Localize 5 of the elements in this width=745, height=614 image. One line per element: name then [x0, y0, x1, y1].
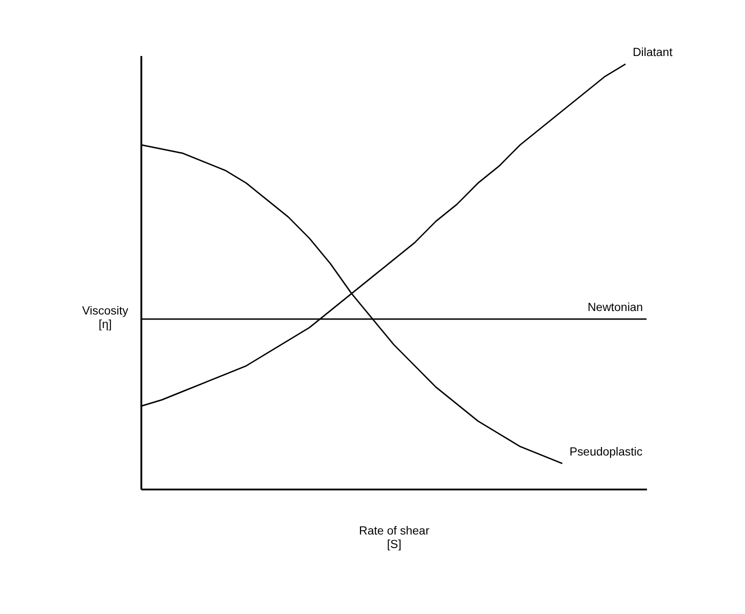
- series-label: Dilatant: [632, 46, 674, 59]
- y-axis-title: Viscosity [η]: [82, 304, 128, 332]
- series-label: Newtonian: [588, 300, 643, 314]
- series-label: Pseudoplastic: [570, 445, 643, 458]
- x-axis-title: Rate of shear [S]: [358, 524, 430, 552]
